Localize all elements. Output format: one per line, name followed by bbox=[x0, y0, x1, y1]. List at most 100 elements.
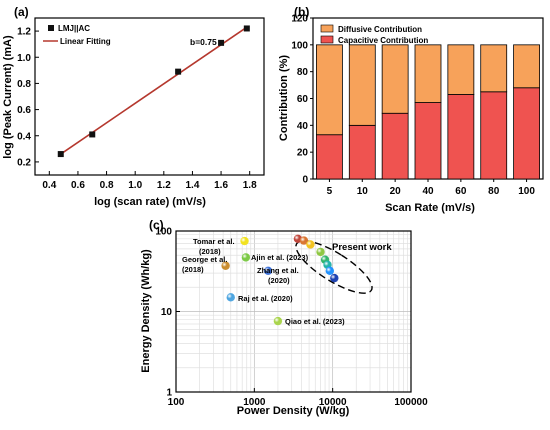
bar-diffusive bbox=[414, 44, 442, 103]
present-work-point bbox=[316, 247, 325, 257]
label-ajin: Ajin et al. (2023) bbox=[251, 253, 309, 262]
label-tomar-line2: (2018) bbox=[199, 247, 221, 256]
panel-c-ylabel: Energy Density (Wh/kg) bbox=[140, 249, 152, 373]
panel-c-xtick-label: 10000 bbox=[319, 397, 347, 408]
present-work-ellipse bbox=[295, 240, 373, 294]
present-work-point bbox=[330, 273, 339, 283]
literature-point bbox=[240, 236, 249, 246]
panel-b-legend: Diffusive Contribution Capacitive Contri… bbox=[320, 24, 428, 45]
panel-a-ytick-label: 0.4 bbox=[17, 131, 31, 142]
literature-point bbox=[273, 316, 283, 326]
bar-diffusive bbox=[480, 44, 508, 93]
literature-point bbox=[263, 266, 273, 276]
data-point bbox=[89, 131, 96, 138]
panel-c: (c) 100 1000 10000 100000 1 10 100 Tomar et al… bbox=[140, 218, 428, 417]
panel-c-xtick-label: 100 bbox=[168, 397, 185, 408]
panel-a-xtick-label: 1.2 bbox=[157, 180, 171, 191]
panel-b-ytick-label: 120 bbox=[291, 14, 308, 25]
linear-fit-line bbox=[60, 26, 248, 155]
literature-point bbox=[241, 253, 251, 262]
panel-a-frame bbox=[34, 17, 265, 176]
bar-diffusive bbox=[316, 44, 343, 136]
present-work-point bbox=[299, 236, 309, 245]
legend-label-fit: Linear Fitting bbox=[60, 37, 111, 46]
label-present-work: Present work bbox=[332, 242, 392, 253]
panel-a-ytick-label: 0.6 bbox=[17, 105, 31, 116]
legend-swatch-capacitive bbox=[320, 35, 334, 44]
label-george-line1: George et al. bbox=[182, 255, 227, 264]
label-tomar-line1: Tomar et al. bbox=[193, 237, 235, 246]
present-work-point bbox=[325, 266, 335, 276]
panel-b-ytick-label: 100 bbox=[291, 40, 308, 51]
panel-b-xtick-label: 40 bbox=[422, 186, 434, 197]
literature-point bbox=[226, 293, 235, 302]
present-work-point bbox=[306, 240, 315, 249]
data-point bbox=[218, 39, 225, 46]
data-point bbox=[243, 25, 250, 32]
panel-c-ytick-label: 10 bbox=[161, 307, 173, 318]
panel-b-ytick-label: 60 bbox=[297, 94, 309, 105]
panel-c-label: (c) bbox=[149, 218, 164, 232]
label-qiao: Qiao et al. (2023) bbox=[285, 317, 345, 326]
panel-b-xtick-label: 100 bbox=[518, 186, 535, 197]
panel-b-ylabel: Contribution (%) bbox=[278, 55, 290, 141]
panel-b-xtick-label: 20 bbox=[390, 186, 402, 197]
panel-a-ytick-label: 1.2 bbox=[17, 27, 31, 38]
panel-a-xtick-label: 0.6 bbox=[71, 180, 85, 191]
legend-label-diffusive: Diffusive Contribution bbox=[338, 25, 422, 34]
panel-b: (b) 5 10 20 40 60 80 100 0 20 40 60 80 100 120 Diffus… bbox=[278, 5, 544, 214]
literature-point bbox=[221, 261, 230, 270]
panel-a-xtick-label: 1.0 bbox=[128, 180, 142, 191]
panel-b-ytick-label: 40 bbox=[297, 121, 309, 132]
bar-capacitive bbox=[414, 102, 442, 180]
label-george-line2: (2018) bbox=[182, 265, 204, 274]
panel-a-xtick-label: 1.6 bbox=[214, 180, 228, 191]
bar-capacitive bbox=[447, 94, 475, 180]
panel-b-xtick-label: 60 bbox=[455, 186, 467, 197]
legend-swatch-diffusive bbox=[320, 24, 334, 33]
bar-capacitive bbox=[316, 134, 343, 180]
label-zhang-line2: (2020) bbox=[268, 276, 290, 285]
panel-a-legend: LMJ||AC Linear Fitting bbox=[43, 24, 111, 46]
panel-c-xtick-label: 100000 bbox=[394, 397, 428, 408]
bar-capacitive bbox=[480, 91, 508, 180]
bar-diffusive bbox=[447, 44, 475, 95]
bar-diffusive bbox=[348, 44, 376, 126]
panel-b-xtick-label: 10 bbox=[357, 186, 369, 197]
label-zhang-line1: Zhang et al. bbox=[257, 266, 299, 275]
bar-capacitive bbox=[513, 87, 540, 180]
bar-diffusive bbox=[381, 44, 409, 114]
panel-c-ytick-label: 1 bbox=[166, 388, 172, 399]
legend-marker-lmj bbox=[48, 25, 54, 31]
legend-label-lmj: LMJ||AC bbox=[58, 24, 90, 33]
panel-b-ytick-label: 0 bbox=[302, 175, 308, 186]
panel-a-xtick-label: 0.4 bbox=[42, 180, 56, 191]
panel-c-xlabel: Power Density (W/kg) bbox=[237, 405, 350, 417]
label-raj: Raj et al. (2020) bbox=[238, 294, 293, 303]
panel-b-xlabel: Scan Rate (mV/s) bbox=[385, 202, 475, 214]
panel-a: (a) 0.4 0.6 0.8 1.0 1.2 1.4 1.6 1.8 0.2 0.4 0.6 0.8… bbox=[2, 5, 265, 208]
bar-capacitive bbox=[348, 124, 376, 180]
panel-a-xtick-label: 1.4 bbox=[185, 180, 199, 191]
bar-diffusive bbox=[513, 44, 540, 89]
data-point bbox=[175, 68, 182, 75]
panel-c-ytick-label: 100 bbox=[155, 227, 172, 238]
panel-b-xtick-label: 80 bbox=[488, 186, 500, 197]
panel-b-ytick-label: 20 bbox=[297, 148, 309, 159]
panel-a-label: (a) bbox=[14, 5, 29, 19]
panel-a-ytick-label: 1.0 bbox=[17, 53, 31, 64]
panel-a-ylabel: log (Peak Current) (mA) bbox=[2, 35, 14, 159]
legend-label-capacitive: Capacitive Contribution bbox=[338, 36, 428, 45]
panel-c-xtick-label: 1000 bbox=[243, 397, 266, 408]
panel-a-xlabel: log (scan rate) (mV/s) bbox=[94, 196, 206, 208]
bar-capacitive bbox=[381, 112, 409, 180]
panel-a-ytick-label: 0.8 bbox=[17, 79, 31, 90]
panel-a-xtick-label: 1.8 bbox=[243, 180, 257, 191]
panel-a-ytick-label: 0.2 bbox=[17, 157, 31, 168]
data-point bbox=[57, 151, 64, 158]
panel-b-xtick-label: 5 bbox=[327, 186, 333, 197]
panel-a-xtick-label: 0.8 bbox=[100, 180, 114, 191]
panel-b-label: (b) bbox=[294, 5, 309, 19]
slope-annotation: b=0.75 bbox=[190, 37, 217, 47]
